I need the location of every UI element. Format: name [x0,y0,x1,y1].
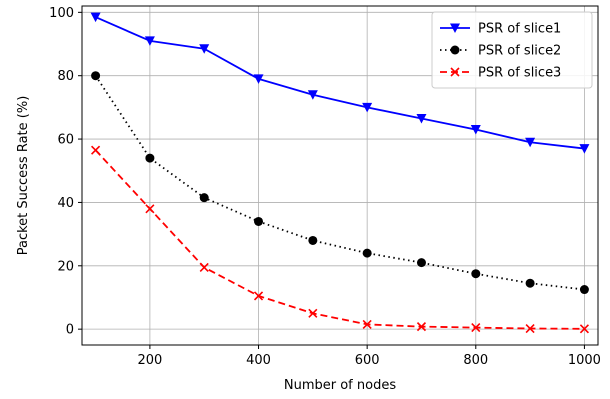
marker-stroke [471,323,481,333]
x-axis-label: Number of nodes [284,378,396,393]
data-point [90,12,101,23]
data-point [471,323,481,333]
x-tick-label: 200 [137,353,162,368]
data-point [579,285,589,295]
plot-frame [81,5,599,346]
x-tick-label: 400 [246,353,271,368]
y-tick-label: 80 [57,69,74,84]
marker-stroke [145,204,155,214]
marker-stroke [362,319,372,329]
data-point [254,216,264,226]
data-point [362,248,372,258]
marker-stroke [199,262,209,272]
data-point [471,269,481,279]
data-point [253,74,264,84]
data-point [416,322,427,332]
data-point [199,193,209,203]
data-point [525,323,535,334]
x-tick-label: 800 [463,353,488,368]
series-line [95,16,585,150]
series-1 [90,12,590,154]
data-point [91,145,101,155]
marker-stroke [308,308,318,318]
data-point [470,125,481,135]
legend-marker [450,67,460,77]
data-point [362,102,373,113]
legend-label: PSR of slice2 [478,44,561,59]
data-point [525,278,535,288]
marker-stroke [416,322,427,332]
marker-stroke [91,145,101,155]
legend-marker [450,23,460,33]
series-line [94,75,585,291]
data-point [579,324,589,334]
series-layer [90,12,590,334]
series-line [94,149,585,330]
data-point [144,36,155,46]
legend-marker [450,45,460,55]
ticks: 200 400 600 800 1000 0 20 40 60 80 100 [49,6,601,368]
marker-stroke [525,323,535,334]
marker-stroke [253,291,264,301]
data-point [362,319,372,329]
data-point [416,113,427,124]
series-3 [91,145,589,334]
data-point [416,258,426,268]
legend: PSR of slice1 PSR of slice2 PSR of slice3 [431,11,593,89]
y-tick-label: 100 [49,6,74,21]
data-point [308,235,318,245]
series-2 [91,71,589,295]
y-tick-label: 20 [57,259,74,274]
x-tick-label: 600 [355,353,380,368]
y-tick-label: 0 [66,323,74,338]
y-axis-label: Packet Success Rate (%) [16,96,31,256]
legend-label: PSR of slice3 [478,66,561,81]
data-point [145,153,155,163]
data-point [91,71,101,81]
legend-box [431,11,593,89]
data-point [199,44,210,54]
data-point [579,144,590,154]
data-point [525,137,536,148]
marker-stroke [579,324,589,334]
y-tick-label: 40 [57,196,74,211]
x-tick-label: 1000 [568,353,601,368]
data-point [308,308,318,318]
data-point [199,262,209,272]
data-point [253,291,264,301]
data-point [145,204,155,214]
marker-stroke [450,67,460,77]
y-tick-label: 60 [57,133,74,148]
legend-label: PSR of slice1 [478,22,561,37]
data-point [307,90,318,100]
